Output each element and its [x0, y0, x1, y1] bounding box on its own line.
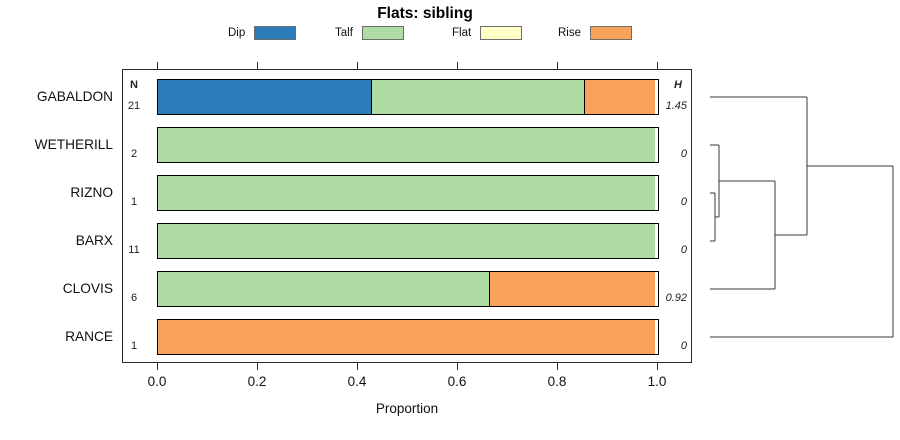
- stacked-bar: [157, 222, 659, 259]
- stacked-bar: [157, 126, 659, 163]
- x-tick-bottom: [357, 363, 359, 370]
- h-value: 0: [680, 244, 687, 256]
- legend-swatch-flat: [480, 26, 523, 40]
- bar-segment-talf: [371, 79, 584, 114]
- h-column-header: H: [674, 79, 682, 91]
- n-value: 21: [127, 100, 141, 112]
- n-value: 2: [130, 148, 138, 160]
- category-label: RANCE: [65, 329, 113, 344]
- category-label: BARX: [75, 233, 113, 248]
- x-tick-top: [357, 62, 359, 69]
- n-value: 1: [130, 340, 138, 352]
- legend-swatch-talf: [361, 26, 404, 40]
- bar-segment-talf: [158, 175, 655, 210]
- bar-segment-rise: [158, 319, 655, 354]
- n-column-header: N: [130, 79, 138, 91]
- x-tick-bottom: [457, 363, 459, 370]
- n-value: 6: [130, 292, 138, 304]
- chart-title: Flats: sibling: [377, 5, 473, 22]
- bar-segment-rise: [489, 271, 655, 306]
- n-value: 1: [130, 196, 138, 208]
- plot-frame: [122, 69, 692, 363]
- legend-item-talf: Talf: [335, 25, 404, 41]
- h-value: 0.92: [665, 292, 687, 304]
- legend-label: Rise: [558, 27, 582, 39]
- x-tick-top: [557, 62, 559, 69]
- stacked-bar: [157, 174, 659, 211]
- h-value: 1.45: [665, 100, 687, 112]
- legend-swatch-dip: [254, 26, 297, 40]
- h-value: 0: [680, 148, 687, 160]
- legend-item-dip: Dip: [228, 25, 297, 41]
- legend-swatch-rise: [590, 26, 633, 40]
- legend-label: Dip: [228, 27, 246, 39]
- x-axis-label: Proportion: [375, 401, 439, 416]
- x-tick-top: [157, 62, 159, 69]
- x-tick-label: 0.0: [147, 374, 167, 389]
- legend-label: Flat: [452, 27, 472, 39]
- bar-segment-talf: [158, 127, 655, 162]
- bar-segment-dip: [158, 79, 371, 114]
- h-value: 0: [680, 340, 687, 352]
- bar-segment-talf: [158, 271, 490, 306]
- h-value: 0: [680, 196, 687, 208]
- n-value: 11: [128, 244, 140, 256]
- x-tick-bottom: [157, 363, 159, 370]
- category-label: WETHERILL: [34, 137, 113, 152]
- stacked-bar: [157, 78, 659, 115]
- x-tick-top: [457, 62, 459, 69]
- x-tick-bottom: [257, 363, 259, 370]
- x-tick-label: 0.8: [547, 374, 567, 389]
- x-tick-bottom: [557, 363, 559, 370]
- category-label: RIZNO: [70, 185, 113, 200]
- bar-segment-talf: [158, 223, 655, 258]
- x-tick-label: 1.0: [647, 374, 667, 389]
- x-tick-label: 0.2: [247, 374, 267, 389]
- category-label: GABALDON: [36, 89, 113, 104]
- bar-segment-rise: [584, 79, 655, 114]
- x-tick-top: [657, 62, 659, 69]
- x-tick-bottom: [657, 363, 659, 370]
- legend-label: Talf: [335, 27, 353, 39]
- x-tick-label: 0.4: [347, 374, 367, 389]
- stacked-bar: [157, 318, 659, 355]
- legend-item-flat: Flat: [452, 25, 523, 41]
- legend-item-rise: Rise: [558, 25, 633, 41]
- x-tick-label: 0.6: [447, 374, 467, 389]
- stacked-bar: [157, 270, 659, 307]
- category-label: CLOVIS: [62, 281, 113, 296]
- x-tick-top: [257, 62, 259, 69]
